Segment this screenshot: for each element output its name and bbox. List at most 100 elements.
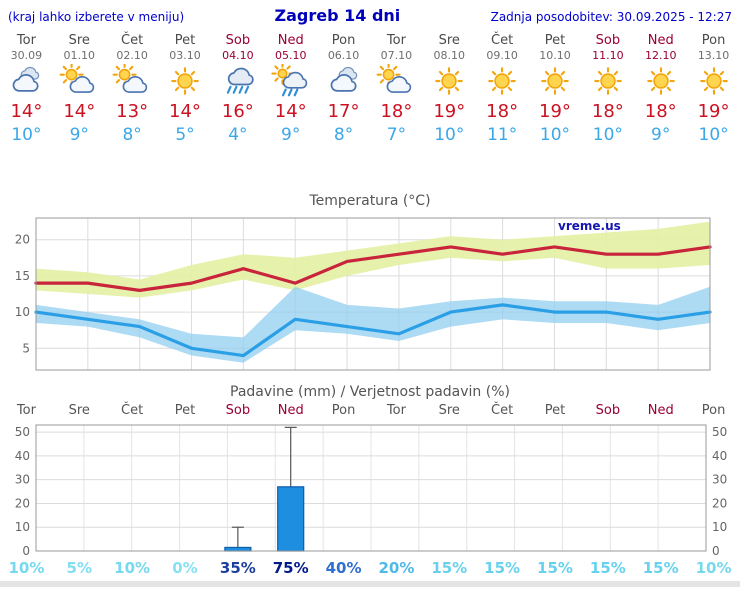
day-name: Sob: [225, 33, 251, 48]
forecast-day-8[interactable]: Sre 08.10 19° 10°: [423, 32, 476, 147]
temp-series-lines: [34, 245, 712, 358]
low-temp: 10°: [592, 125, 623, 145]
low-temp: 9°: [69, 125, 89, 145]
precip-day-label: Pet: [174, 403, 196, 418]
forecast-day-7[interactable]: Tor 07.10 18° 7°: [370, 32, 423, 147]
day-name: Sre: [68, 33, 90, 48]
svg-text:10: 10: [15, 305, 30, 319]
precip-day-labels: Tor Sre Čet Pet Sob Ned Pon Tor Sre Čet Pet Sob Ned P…: [0, 403, 740, 418]
precip-probability: 40%: [325, 559, 362, 577]
precip-day-label: Sob: [225, 403, 251, 418]
svg-text:40: 40: [15, 449, 30, 463]
svg-text:10: 10: [15, 520, 30, 534]
low-temp: 9°: [651, 125, 671, 145]
weather-icon-cloudy: [317, 63, 370, 99]
high-temp: 19°: [433, 101, 466, 122]
precip-probability: 5%: [66, 559, 92, 577]
precip-probability: 0%: [172, 559, 198, 577]
svg-text:20: 20: [15, 496, 30, 510]
high-temp: 19°: [697, 101, 730, 122]
precip-probability: 10%: [114, 559, 151, 577]
weather-icon-sunny: [423, 63, 476, 99]
last-update: Zadnja posodobitev: 30.09.2025 - 12:27: [490, 10, 732, 24]
day-name: Ned: [647, 33, 674, 48]
precip-day-label: Sre: [68, 403, 90, 418]
forecast-day-10[interactable]: Pet 10.10 19° 10°: [529, 32, 582, 147]
precip-day-label: Čet: [121, 403, 144, 418]
day-date: 03.10: [169, 49, 201, 62]
high-temp: 19°: [539, 101, 571, 122]
day-name: Pet: [544, 33, 566, 48]
svg-text:0: 0: [22, 544, 30, 557]
low-temp: 10°: [539, 125, 571, 145]
precip-chart-title: Padavine (mm) / Verjetnost padavin (%): [230, 384, 510, 400]
forecast-day-11[interactable]: Sob 11.10 18° 10°: [581, 32, 634, 147]
forecast-day-0[interactable]: Tor 30.09 14° 10°: [0, 32, 53, 147]
forecast-day-12[interactable]: Ned 12.10 18° 9°: [634, 32, 687, 147]
day-name: Tor: [386, 33, 406, 48]
day-date: 30.09: [10, 49, 43, 62]
precip-gridlines: [36, 425, 706, 551]
high-temp: 18°: [486, 101, 519, 122]
vreme-watermark: vreme.us: [558, 219, 621, 233]
forecast-day-13[interactable]: Pon 13.10 19° 10°: [687, 32, 740, 147]
forecast-day-4[interactable]: Sob 04.10 16° 4°: [211, 32, 264, 147]
page-header: (kraj lahko izberete v meniju) Zagreb 14…: [0, 0, 740, 25]
forecast-day-1[interactable]: Sre 01.10 14° 9°: [53, 32, 106, 147]
low-temp: 9°: [281, 125, 301, 145]
weather-icon-sunny: [581, 63, 634, 99]
svg-text:40: 40: [712, 449, 727, 463]
precip-probability: 15%: [431, 559, 468, 577]
low-temp: 5°: [175, 125, 195, 145]
low-temp: 8°: [122, 125, 142, 145]
forecast-day-3[interactable]: Pet 03.10 14° 5°: [159, 32, 212, 147]
day-name: Čet: [491, 33, 514, 48]
high-temp: 18°: [644, 101, 677, 122]
weather-icon-sunny: [687, 63, 740, 99]
svg-text:30: 30: [712, 473, 727, 487]
precip-probability: 15%: [484, 559, 521, 577]
precip-day-label: Sre: [438, 403, 460, 418]
weather-icon-sunny: [634, 63, 687, 99]
precip-day-label: Tor: [16, 403, 36, 418]
day-date: 09.10: [486, 49, 518, 62]
footer-strip: [0, 581, 740, 587]
forecast-day-2[interactable]: Čet 02.10 13° 8°: [106, 32, 159, 147]
high-temp: 17°: [327, 101, 360, 122]
precip-probability: 15%: [589, 559, 626, 577]
day-date: 07.10: [380, 49, 413, 62]
page-title: Zagreb 14 dni: [274, 6, 401, 25]
precip-probability: 10%: [695, 559, 732, 577]
precip-probabilities: 10% 5% 10% 0% 35% 75% 40% 20% 15% 15% 15% 15% 15% 10%: [0, 559, 740, 578]
svg-text:50: 50: [15, 425, 30, 439]
precip-day-label: Čet: [491, 403, 514, 418]
temperature-chart: 5 10 15 20 vreme.us: [15, 217, 712, 371]
high-temp: 14°: [63, 101, 96, 122]
precip-probability: 75%: [272, 559, 309, 577]
high-temp: 18°: [380, 101, 413, 122]
temperature-chart-title: Temperatura (°C): [309, 193, 431, 209]
forecast-day-6[interactable]: Pon 06.10 17° 8°: [317, 32, 370, 147]
precip-probability: 15%: [642, 559, 679, 577]
forecast-strip: Tor 30.09 14° 10° Sre 01.10 14° 9° Čet 02.10 13° 8°…: [0, 25, 740, 147]
weather-icon-partly: [53, 63, 106, 99]
precip-bars: [224, 426, 305, 552]
day-date: 05.10: [274, 49, 307, 62]
day-name: Sob: [595, 33, 621, 48]
line-daily-high: [34, 245, 712, 292]
weather-icon-rain: [211, 63, 264, 99]
forecast-day-5[interactable]: Ned 05.10 14° 9°: [264, 32, 317, 147]
low-temp: 4°: [228, 125, 248, 145]
precip-day-label: Ned: [277, 403, 304, 418]
day-date: 08.10: [433, 49, 466, 62]
forecast-day-9[interactable]: Čet 09.10 18° 11°: [476, 32, 529, 147]
precip-day-label: Tor: [386, 403, 406, 418]
weather-icon-partly: [106, 63, 159, 99]
day-name: Pon: [701, 33, 726, 48]
precip-day-label: Pon: [701, 403, 726, 418]
precipitation-chart: 0 0 10 10 20 20 30 30 40 40 50 50: [15, 424, 727, 557]
high-temp: 14°: [169, 101, 201, 122]
day-date: 11.10: [592, 49, 624, 62]
day-date: 13.10: [697, 49, 730, 62]
svg-text:5: 5: [22, 341, 30, 355]
